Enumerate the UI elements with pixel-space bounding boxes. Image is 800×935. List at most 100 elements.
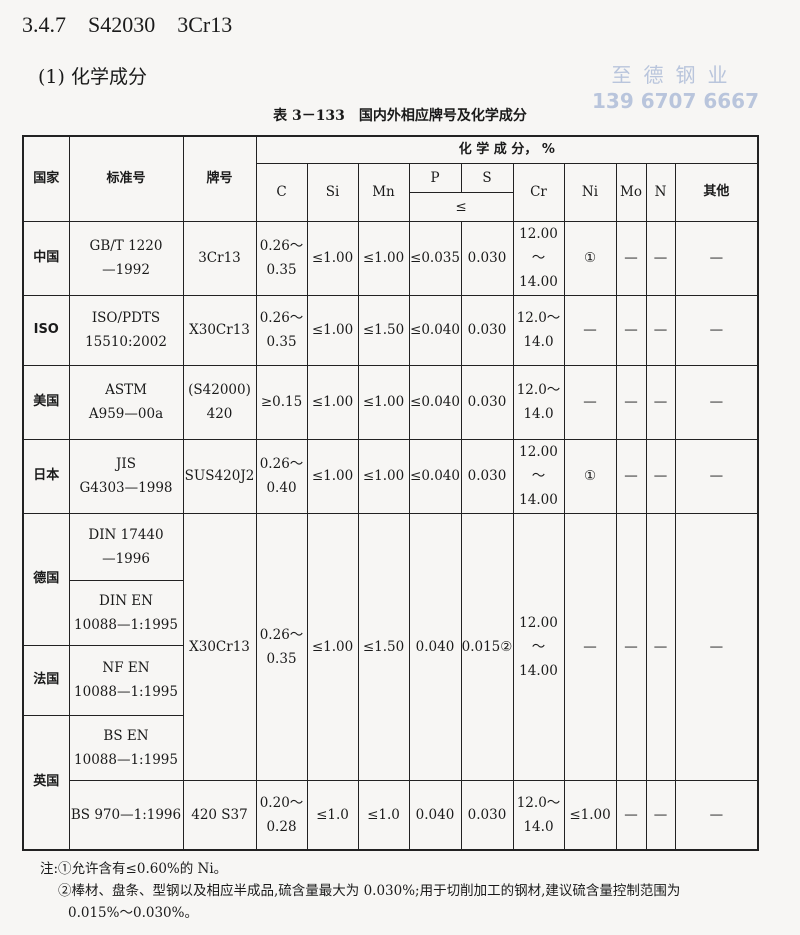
table-row: DIN EN 10088—1:1995: [23, 579, 758, 646]
table-cell: —: [674, 438, 759, 514]
watermark-phone: 139 6707 6667: [592, 89, 760, 113]
standard-cell: DIN EN 10088—1:1995: [68, 579, 184, 646]
table-row: C Si Mn P S Cr Ni Mo N 其他: [23, 162, 759, 222]
cell-line: 0.26～: [259, 238, 304, 254]
table-cell: —: [645, 512, 676, 781]
table-cell: 12.0～ 14.0: [512, 294, 565, 366]
table-cell: ≤0.040: [408, 438, 462, 514]
table-cell: —: [615, 512, 647, 781]
table-row: 法国 NF EN 10088—1:1995: [22, 644, 758, 716]
subsection-heading: (1) 化学成分: [38, 66, 147, 88]
section-heading: 3.4.7 S42030 3Cr13: [22, 12, 254, 38]
table-cell: 0.26～ 0.35: [255, 294, 308, 366]
cell-line: 0.35: [266, 262, 297, 278]
table-cell: —: [674, 779, 759, 851]
table-cell: ≤1.00: [306, 438, 359, 514]
cell-line: 14.00: [519, 662, 558, 679]
cell-line: 0.35: [266, 334, 297, 350]
standard-cell: DIN 17440 —1996: [68, 512, 184, 581]
table-cell: 0.26～ 0.35: [255, 512, 308, 781]
cell-line: 0.28: [266, 818, 297, 835]
table-cell: ≤1.00: [357, 364, 410, 440]
table-cell: 12.00～ 14.00: [512, 220, 565, 296]
brand-cell: (S42000) 420: [182, 364, 257, 440]
table-cell: 12.00～ 14.00: [512, 512, 565, 781]
header-element: Si: [306, 162, 359, 222]
note-2: ②棒材、盘条、型钢以及相应半成品,硫含量最大为 0.030%;用于切削加工的钢材…: [58, 883, 681, 899]
table-row: 英国 BS EN 10088—1:1995: [22, 714, 758, 851]
table-cell: 0.030: [460, 364, 514, 440]
cell-line: 420: [206, 406, 233, 422]
table-row: ISO ISO/PDTS 15510:2002 X30Cr13 0.26～ 0.35 ≤1.…: [22, 294, 759, 366]
standard-cell: ISO/PDTS 15510:2002: [68, 294, 184, 366]
table-cell: —: [563, 512, 617, 781]
table-cell: ≤1.00: [306, 220, 359, 296]
table-cell: 0.040: [408, 779, 462, 851]
standard-cell: BS 970—1:1996: [68, 779, 184, 851]
table-cell: —: [645, 779, 676, 851]
table-cell: 0.040: [408, 512, 462, 781]
table-cell: —: [674, 294, 759, 366]
table-row: 美国 ASTM A959—00a (S42000) 420 ≥0.15 ≤1.00 ≤1.00…: [22, 364, 759, 440]
table-cell: 12.0～ 14.0: [512, 364, 565, 440]
header-composition: 化 学 成 分， %: [255, 135, 759, 164]
cell-line: 0.20～: [259, 794, 304, 811]
table-cell: —: [674, 220, 759, 296]
header-element: N: [645, 162, 676, 222]
cell-line: 12.00～: [519, 226, 558, 266]
table-cell: 0.030: [460, 438, 514, 514]
country-cell: 日本: [22, 438, 70, 514]
table-cell: ≤1.00: [306, 294, 359, 366]
header-standard: 标准号: [68, 135, 184, 222]
cell-line: NF EN: [102, 660, 150, 676]
header-element: 其他: [674, 162, 759, 222]
header-element: S: [460, 162, 514, 193]
cell-line: 10088—1:1995: [74, 684, 178, 700]
cell-line: ISO/PDTS: [91, 310, 161, 326]
brand-cell: X30Cr13: [182, 512, 257, 781]
cell-line: 12.0～: [516, 382, 561, 398]
table-cell: 0.20～ 0.28: [255, 779, 308, 851]
cell-line: 0.40: [266, 480, 297, 496]
cell-line: ASTM: [105, 382, 147, 398]
cell-line: BS EN: [103, 727, 149, 744]
note-2-cont: 0.015%～0.030%。: [68, 905, 198, 921]
notes: 注:①允许含有≤0.60%的 Ni。 ②棒材、盘条、型钢以及相应半成品,硫含量最…: [40, 858, 680, 924]
table-row: 德国 DIN 17440 —1996 X30Cr13 0.26～ 0.35 ≤1.00 ≤1.…: [22, 512, 759, 781]
country-cell: 英国: [22, 714, 70, 851]
cell-line: 14.00: [519, 492, 558, 508]
cell-line: 10088—1:1995: [74, 751, 178, 768]
country-cell: 德国: [22, 512, 70, 646]
cell-line: A959—00a: [88, 406, 164, 422]
table-cell: —: [615, 220, 647, 296]
table-cell: ≤1.00: [357, 438, 410, 514]
table-cell: ①: [563, 220, 617, 296]
cell-line: 0.35: [266, 650, 297, 667]
table-cell: —: [615, 364, 647, 440]
composition-table: 国家 标准号 牌号化 学 成 分， % C Si Mn P S Cr Ni Mo N 其他 ≤ 中国 GB/T…: [22, 135, 760, 851]
table-cell: —: [563, 294, 617, 366]
header-element: C: [255, 162, 308, 222]
table-cell: —: [645, 364, 676, 440]
table-cell: 0.015②: [460, 512, 514, 781]
header-element: Ni: [563, 162, 617, 222]
table-cell: ≤1.00: [563, 779, 617, 851]
table-cell: 0.030: [460, 294, 514, 366]
standard-cell: ASTM A959—00a: [68, 364, 184, 440]
cell-line: ≥0.15: [260, 394, 303, 410]
cell-line: 12.0～: [516, 310, 561, 326]
country-cell: 法国: [22, 644, 70, 716]
header-element: Mo: [615, 162, 647, 222]
table-cell: —: [674, 512, 759, 781]
cell-line: 12.0～: [516, 794, 561, 811]
standard-cell: GB/T 1220 —1992: [68, 220, 184, 296]
header-brand: 牌号: [182, 135, 257, 222]
table-cell: 0.030: [460, 220, 514, 296]
table-cell: —: [615, 438, 647, 514]
table-row: 中国 GB/T 1220 —1992 3Cr13 0.26～ 0.35 ≤1.00 ≤1.00…: [22, 220, 759, 296]
table-cell: —: [645, 438, 676, 514]
table-cell: ≤1.0: [357, 779, 410, 851]
standard-cell: JIS G4303—1998: [68, 438, 184, 514]
brand-cell: SUS420J2: [182, 438, 257, 514]
cell-line: 14.00: [519, 274, 558, 290]
